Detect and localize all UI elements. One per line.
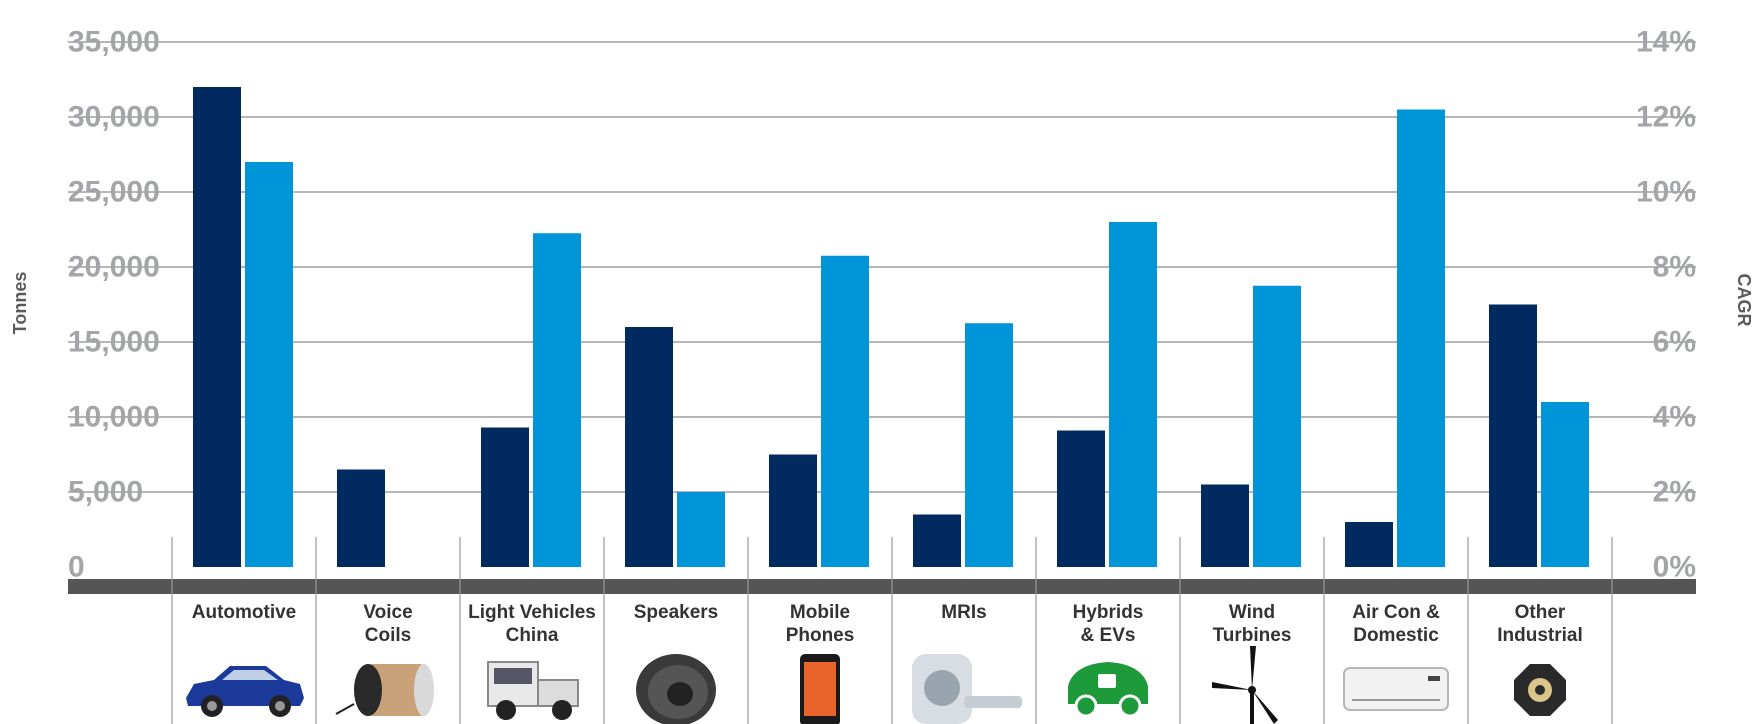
bar-tonnes <box>337 469 385 567</box>
bar-cagr <box>533 233 581 567</box>
bar-tonnes <box>193 87 241 567</box>
y2-tick-label: 4% <box>1653 401 1696 434</box>
category-label: Mobile Phones <box>786 602 855 646</box>
category-label: Light Vehicles China <box>468 602 596 646</box>
mri-icon <box>912 654 1022 724</box>
category-icons <box>186 646 1566 724</box>
bar-tonnes <box>769 454 817 567</box>
y2-axis-title: CAGR <box>1734 274 1754 327</box>
x-axis-band <box>68 579 1696 594</box>
y2-tick-label: 6% <box>1653 326 1696 359</box>
bar-cagr <box>1109 222 1157 567</box>
bar-cagr <box>1541 402 1589 567</box>
category-label: Hybrids & EVs <box>1073 602 1144 646</box>
y-tick-label: 0 <box>68 551 85 584</box>
y-tick-label: 30,000 <box>68 101 160 134</box>
y2-tick-label: 10% <box>1636 176 1696 209</box>
bar-cagr <box>677 492 725 567</box>
bars <box>193 87 1589 567</box>
eco-car-icon <box>1068 662 1148 718</box>
speaker-icon <box>636 654 716 724</box>
category-dividers <box>171 537 1613 724</box>
bar-cagr <box>245 162 293 567</box>
bar-tonnes <box>625 327 673 567</box>
y2-tick-label: 14% <box>1636 26 1696 59</box>
bar-cagr <box>1253 285 1301 567</box>
y2-tick-label: 2% <box>1653 476 1696 509</box>
industrial-part-icon <box>1514 664 1566 716</box>
category-label: MRIs <box>941 602 986 623</box>
bar-tonnes <box>1489 304 1537 567</box>
category-label: Other Industrial <box>1497 602 1583 646</box>
y2-tick-label: 8% <box>1653 251 1696 284</box>
bar-cagr <box>965 323 1013 567</box>
bar-tonnes <box>913 514 961 567</box>
category-labels: Automotive Voice Coils Light Vehicles China S… <box>192 602 1583 646</box>
category-label: Air Con & Domestic <box>1352 602 1440 646</box>
category-label: Voice Coils <box>363 602 412 646</box>
y-axis-title: Tonnes <box>10 272 30 335</box>
y-tick-label: 20,000 <box>68 251 160 284</box>
category-label: Wind Turbines <box>1213 602 1292 646</box>
y-tick-label: 35,000 <box>68 26 160 59</box>
category-label: Automotive <box>192 602 297 623</box>
y-tick-label: 10,000 <box>68 401 160 434</box>
bar-tonnes <box>1345 522 1393 567</box>
bar-tonnes <box>481 427 529 567</box>
y2-tick-label: 12% <box>1636 101 1696 134</box>
bar-cagr <box>821 255 869 567</box>
bar-cagr <box>1397 109 1445 567</box>
bar-tonnes <box>1057 430 1105 567</box>
truck-icon <box>487 661 579 720</box>
gridlines <box>68 41 1696 493</box>
y-tick-label: 5,000 <box>68 476 143 509</box>
bar-tonnes <box>1201 484 1249 567</box>
y2-axis-ticks: 0% 2% 4% 6% 8% 10% 12% 14% <box>1636 26 1696 584</box>
y-tick-label: 25,000 <box>68 176 160 209</box>
voice-coil-icon <box>335 664 434 716</box>
car-icon <box>186 666 304 717</box>
y2-tick-label: 0% <box>1653 551 1696 584</box>
phone-icon <box>800 654 840 724</box>
air-conditioner-icon <box>1343 667 1449 711</box>
category-label: Speakers <box>634 602 719 623</box>
y-axis-ticks: 0 5,000 10,000 15,000 20,000 25,000 30,000 35,0… <box>68 26 160 584</box>
y-tick-label: 15,000 <box>68 326 160 359</box>
wind-turbine-icon <box>1212 646 1278 724</box>
